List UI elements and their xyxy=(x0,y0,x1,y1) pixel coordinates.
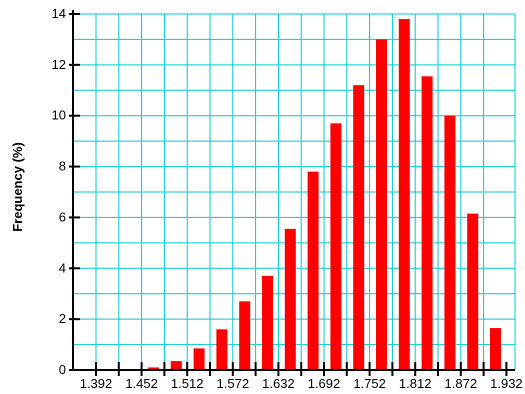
bar xyxy=(398,19,410,370)
x-tick-label: 1.572 xyxy=(217,376,250,391)
bar xyxy=(170,361,182,370)
bar xyxy=(376,39,387,371)
bar xyxy=(467,213,479,370)
y-tick-label: 14 xyxy=(52,6,66,21)
bar xyxy=(239,301,251,370)
bar xyxy=(421,76,433,371)
bars-layer xyxy=(148,19,501,371)
y-tick-label: 12 xyxy=(52,57,66,72)
x-tick-label: 1.872 xyxy=(445,376,478,391)
y-tick-label: 0 xyxy=(59,362,66,377)
y-axis-title: Frequency (%) xyxy=(10,142,25,232)
label-layer: 0 2 4 6 8 10 12 14 1.392 1.452 1.512 1.572 1.632 1.69… xyxy=(52,6,523,391)
x-tick-label: 1.452 xyxy=(125,376,158,391)
x-tick-label: 1.632 xyxy=(262,376,295,391)
x-tick-label: 1.752 xyxy=(353,376,386,391)
bar xyxy=(490,328,501,370)
x-tick-label: 1.392 xyxy=(80,376,113,391)
bar xyxy=(307,171,319,370)
y-tick-label: 2 xyxy=(59,311,66,326)
grid-layer xyxy=(73,13,516,371)
y-tick-label: 10 xyxy=(52,108,66,123)
y-tick-label: 8 xyxy=(59,159,66,174)
bar xyxy=(284,228,296,370)
bar xyxy=(444,115,456,370)
axis-layer xyxy=(69,10,515,376)
x-tick-label: 1.512 xyxy=(171,376,204,391)
bar xyxy=(330,123,342,370)
x-tick-label: 1.812 xyxy=(399,376,432,391)
x-tick-label: 1.932 xyxy=(490,376,523,391)
bar xyxy=(262,275,273,370)
bar xyxy=(353,85,365,370)
bar xyxy=(148,367,159,370)
x-tick-label: 1.692 xyxy=(308,376,341,391)
bar xyxy=(193,348,205,370)
y-tick-label: 4 xyxy=(59,260,66,275)
bar xyxy=(216,329,228,370)
y-tick-label: 6 xyxy=(59,209,66,224)
